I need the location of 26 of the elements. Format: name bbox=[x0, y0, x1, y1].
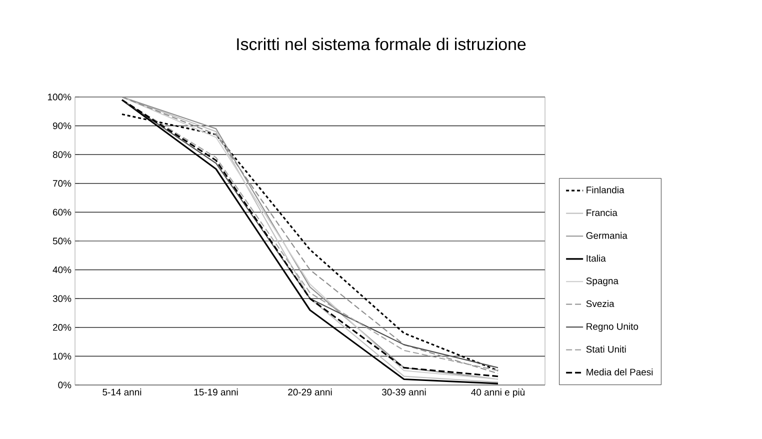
x-tick-label: 40 anni e più bbox=[471, 388, 524, 398]
y-tick-label: 10% bbox=[53, 352, 72, 360]
chart-title: Iscritti nel sistema formale di istruzione bbox=[237, 38, 526, 50]
legend-label: Finlandia bbox=[586, 186, 624, 194]
y-tick-label: 90% bbox=[52, 122, 72, 130]
y-tick-label: 20% bbox=[53, 324, 72, 331]
legend-label: Italia bbox=[586, 254, 606, 262]
y-tick-label: 50% bbox=[52, 238, 72, 244]
legend-label: Francia bbox=[586, 209, 618, 216]
x-tick-label: 5-14 anni bbox=[102, 388, 142, 396]
x-tick-label: 20-29 anni bbox=[288, 388, 332, 396]
legend-label: Stati Uniti bbox=[586, 346, 626, 353]
x-tick-label: 15-19 anni bbox=[194, 388, 238, 396]
y-tick-label: 80% bbox=[52, 151, 72, 158]
y-tick-label: 100% bbox=[48, 94, 72, 100]
legend-label: Svezia bbox=[586, 300, 614, 308]
y-tick-label: 30% bbox=[52, 295, 72, 302]
y-tick-label: 70% bbox=[53, 180, 72, 187]
legend-label: Spagna bbox=[586, 278, 618, 286]
y-tick-label: 0% bbox=[58, 382, 72, 388]
legend-label: Germania bbox=[586, 232, 628, 239]
legend-label: Regno Unito bbox=[586, 322, 638, 332]
y-tick-label: 60% bbox=[53, 208, 72, 216]
y-tick-label: 40% bbox=[52, 266, 72, 274]
x-tick-label: 30-39 anni bbox=[382, 388, 426, 396]
legend-label: Media del Paesi bbox=[586, 368, 653, 376]
